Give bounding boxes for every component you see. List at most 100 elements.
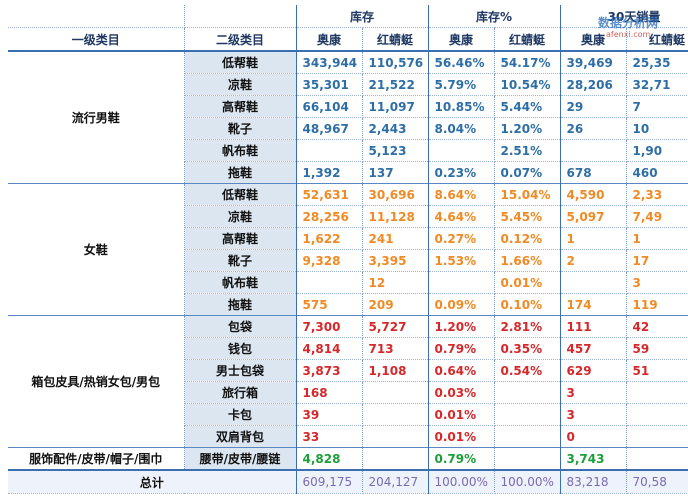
total-row: 总计 609,175 204,127 100.00% 100.00% 83,21… (8, 469, 688, 494)
cell-sales-b: 42 (626, 315, 688, 338)
cell-stock-b: 110,576 (362, 50, 429, 74)
cell-stock-b (362, 381, 429, 404)
table-row: 双肩背包 33 0.01% 0 (8, 425, 688, 448)
cell-stock-a: 39 (295, 403, 363, 426)
header-stock-brand-a[interactable]: 奥康 (295, 27, 363, 52)
cell-sales-a: 457 (559, 337, 627, 360)
cell-stock-a: 1,392 (295, 161, 363, 184)
cell-stock-a: 168 (295, 381, 363, 404)
cell-sales-b: 119 (626, 293, 688, 316)
header-stock-pct[interactable]: 库存% (427, 5, 561, 28)
level2-category[interactable]: 帆布鞋 (184, 271, 297, 294)
cell-sales-b (626, 381, 688, 404)
header-sales-brand-a[interactable]: 奥康 (559, 27, 627, 52)
level2-category[interactable]: 双肩背包 (184, 425, 297, 448)
level2-category[interactable]: 低帮鞋 (184, 50, 297, 74)
pivot-table: 库存 库存% 30天销量 一级类目 二级类目 奥康 红蜻蜓 奥康 红蜻蜓 奥康 … (8, 5, 688, 494)
level1-category[interactable]: 流行男鞋 (8, 50, 185, 184)
cell-stock-b: 137 (362, 161, 429, 184)
cell-pct-b: 0.54% (494, 359, 561, 382)
cell-stock-b: 5,727 (362, 315, 429, 338)
level2-category[interactable]: 高帮鞋 (184, 227, 297, 250)
cell-stock-a (295, 139, 363, 162)
level2-category[interactable]: 包袋 (184, 315, 297, 338)
cell-pct-b: 15.04% (494, 183, 561, 206)
level2-category[interactable]: 凉鞋 (184, 205, 297, 228)
cell-stock-a: 52,631 (295, 183, 363, 206)
level1-category[interactable]: 箱包皮具/热销女包/男包 (8, 315, 185, 448)
cell-stock-b: 21,522 (362, 73, 429, 96)
table-row: 靴子 9,328 3,395 1.53% 1.66% 2 17 (8, 249, 688, 272)
level2-category[interactable]: 低帮鞋 (184, 183, 297, 206)
table-row: 旅行箱 168 0.03% 3 (8, 381, 688, 404)
cell-pct-b: 1.66% (494, 249, 561, 272)
total-stock-a: 609,175 (295, 469, 363, 494)
cell-pct-b: 1.20% (494, 117, 561, 140)
table-row: 女鞋 低帮鞋 52,631 30,696 8.64% 15.04% 4,590 2,33 (8, 183, 688, 316)
header-stock-brand-b[interactable]: 红蜻蜓 (362, 27, 429, 52)
level2-category[interactable]: 腰带/皮带/腰链 (184, 447, 297, 471)
cell-stock-b: 11,128 (362, 205, 429, 228)
cell-pct-a: 0.01% (427, 425, 495, 448)
level2-category[interactable]: 靴子 (184, 117, 297, 140)
level2-category[interactable]: 帆布鞋 (184, 139, 297, 162)
level1-category[interactable]: 女鞋 (8, 183, 185, 316)
cell-pct-b: 5.45% (494, 205, 561, 228)
cell-stock-b: 11,097 (362, 95, 429, 118)
table-row: 箱包皮具/热销女包/男包 包袋 7,300 5,727 1.20% 2.81% 111 42 (8, 315, 688, 448)
cell-sales-b: 1,90 (626, 139, 688, 162)
cell-pct-a: 56.46% (427, 50, 495, 74)
cell-sales-a: 28,206 (559, 73, 627, 96)
cell-pct-b: 0.07% (494, 161, 561, 184)
cell-stock-b (362, 403, 429, 426)
level2-category[interactable]: 靴子 (184, 249, 297, 272)
level1-category[interactable]: 服饰配件/皮带/帽子/围巾 (8, 447, 185, 471)
cell-pct-b (494, 425, 561, 448)
cell-pct-b: 0.35% (494, 337, 561, 360)
cell-stock-b: 241 (362, 227, 429, 250)
total-label: 总计 (8, 469, 297, 494)
total-sales-b: 70,58 (626, 469, 688, 494)
level2-category[interactable]: 卡包 (184, 403, 297, 426)
cell-stock-b (362, 425, 429, 448)
header-pct-brand-a[interactable]: 奥康 (427, 27, 495, 52)
header-stock[interactable]: 库存 (295, 5, 429, 28)
table-row: 靴子 48,967 2,443 8.04% 1.20% 26 10 (8, 117, 688, 140)
cell-sales-a: 678 (559, 161, 627, 184)
header-pct-brand-b[interactable]: 红蜻蜓 (494, 27, 561, 52)
header-sales-brand-b[interactable]: 红蜻蜓 (626, 27, 688, 52)
level2-category[interactable]: 旅行箱 (184, 381, 297, 404)
cell-sales-a: 629 (559, 359, 627, 382)
cell-stock-b: 209 (362, 293, 429, 316)
cell-sales-b: 59 (626, 337, 688, 360)
header-row-bottom: 一级类目 二级类目 奥康 红蜻蜓 奥康 红蜻蜓 奥康 红蜻蜓 (8, 27, 688, 52)
level2-category[interactable]: 男士包袋 (184, 359, 297, 382)
table-row: 钱包 4,814 713 0.79% 0.35% 457 59 (8, 337, 688, 360)
cell-pct-b: 2.51% (494, 139, 561, 162)
cell-sales-b: 25,35 (626, 50, 688, 74)
table-row: 拖鞋 575 209 0.09% 0.10% 174 119 (8, 293, 688, 316)
level2-category[interactable]: 拖鞋 (184, 293, 297, 316)
cell-stock-a: 575 (295, 293, 363, 316)
header-level2[interactable]: 二级类目 (184, 27, 297, 52)
cell-sales-a: 3,743 (559, 447, 627, 471)
cell-sales-b: 17 (626, 249, 688, 272)
cell-pct-b: 0.12% (494, 227, 561, 250)
cell-sales-b (626, 425, 688, 448)
cell-stock-a: 33 (295, 425, 363, 448)
level2-category[interactable]: 钱包 (184, 337, 297, 360)
header-level1[interactable]: 一级类目 (8, 27, 185, 52)
cell-sales-b: 7 (626, 95, 688, 118)
header-sales30[interactable]: 30天销量 (559, 5, 688, 28)
level2-category[interactable]: 拖鞋 (184, 161, 297, 184)
level2-category[interactable]: 高帮鞋 (184, 95, 297, 118)
cell-pct-a: 4.64% (427, 205, 495, 228)
cell-pct-a: 0.79% (427, 447, 495, 471)
cell-stock-a: 1,622 (295, 227, 363, 250)
cell-pct-a: 0.01% (427, 403, 495, 426)
table-row: 凉鞋 35,301 21,522 5.79% 10.54% 28,206 32,71 (8, 73, 688, 96)
cell-sales-b: 7,49 (626, 205, 688, 228)
cell-pct-b: 0.10% (494, 293, 561, 316)
cell-sales-a: 4,590 (559, 183, 627, 206)
level2-category[interactable]: 凉鞋 (184, 73, 297, 96)
